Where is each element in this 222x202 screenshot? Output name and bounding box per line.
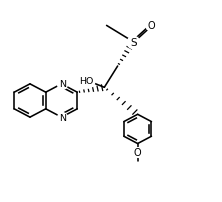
Text: N: N — [59, 113, 66, 122]
Text: S: S — [130, 37, 137, 47]
Text: O: O — [147, 21, 155, 31]
Text: O: O — [134, 147, 141, 157]
Text: N: N — [59, 80, 66, 89]
Text: HO: HO — [79, 76, 94, 85]
